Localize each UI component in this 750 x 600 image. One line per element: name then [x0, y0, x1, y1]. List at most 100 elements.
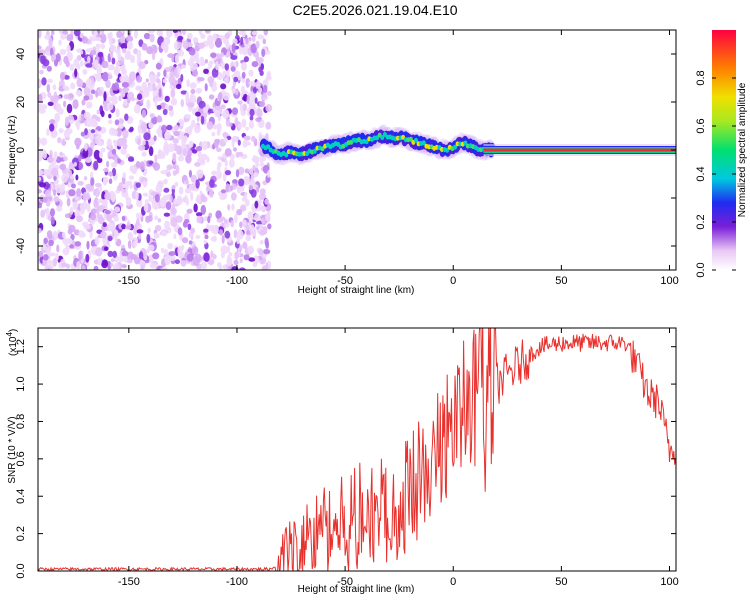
noise-blob	[187, 223, 192, 231]
noise-blob	[48, 252, 56, 257]
noise-blob	[55, 102, 61, 113]
noise-blob	[170, 88, 176, 99]
noise-blob	[251, 30, 258, 36]
noise-blob	[261, 265, 268, 270]
noise-blob	[213, 138, 219, 149]
noise-blob	[114, 119, 120, 126]
noise-blob	[261, 48, 266, 58]
noise-blob	[248, 120, 255, 129]
noise-blob	[150, 191, 158, 196]
noise-blob	[106, 160, 110, 168]
noise-blob	[149, 33, 155, 43]
spectrogram-y-tick-label: 0	[15, 147, 27, 153]
noise-blob	[139, 161, 145, 171]
noise-blob	[264, 198, 270, 205]
noise-blob	[38, 250, 44, 258]
noise-blob	[242, 219, 247, 226]
noise-blob	[142, 180, 148, 187]
noise-blob	[106, 102, 114, 111]
noise-blob	[153, 232, 160, 239]
noise-blob	[190, 227, 196, 234]
noise-blob	[210, 52, 217, 58]
noise-blob	[116, 137, 124, 147]
noise-blob	[96, 207, 100, 216]
noise-blob	[94, 135, 102, 145]
noise-blob	[108, 178, 113, 185]
noise-blob	[251, 35, 256, 43]
noise-blob	[200, 204, 206, 215]
noise-blob	[177, 35, 184, 41]
noise-blob	[180, 74, 184, 82]
noise-blob	[56, 206, 63, 212]
noise-blob	[244, 168, 250, 174]
noise-blob	[133, 104, 141, 114]
noise-blob	[139, 90, 143, 95]
noise-blob	[216, 147, 222, 152]
noise-blob	[112, 129, 118, 137]
noise-blob	[151, 50, 156, 61]
noise-blob	[133, 225, 137, 235]
noise-blob	[44, 51, 52, 56]
snr-y-label: SNR (10 * V/V)	[7, 416, 18, 483]
noise-blob	[248, 257, 256, 262]
noise-blob	[215, 210, 222, 220]
noise-blob	[177, 245, 183, 256]
noise-blob	[176, 145, 183, 155]
noise-blob	[187, 59, 194, 67]
noise-blob	[80, 113, 84, 124]
noise-blob	[209, 188, 214, 198]
track-peak-blob	[284, 152, 289, 158]
noise-blob	[192, 69, 199, 77]
noise-blob	[102, 176, 109, 184]
snr-x-tick-label: 50	[555, 576, 567, 588]
noise-blob	[171, 184, 176, 190]
noise-blob	[147, 30, 155, 34]
noise-blob	[265, 104, 273, 113]
noise-blob	[247, 245, 254, 255]
noise-blob	[188, 169, 192, 178]
snr-y-tick-label: 0.8	[15, 414, 27, 429]
noise-blob	[235, 90, 239, 96]
noise-blob	[198, 30, 203, 36]
noise-blob	[83, 176, 88, 181]
noise-blob	[248, 69, 254, 77]
noise-blob	[107, 74, 113, 80]
noise-blob	[120, 148, 127, 155]
noise-blob	[74, 241, 82, 247]
noise-blob	[90, 212, 97, 221]
noise-blob	[253, 255, 260, 265]
noise-blob	[188, 140, 194, 148]
noise-blob	[50, 216, 55, 225]
noise-blob	[136, 229, 144, 234]
noise-blob	[111, 167, 117, 177]
noise-blob	[245, 234, 252, 242]
noise-blob	[62, 231, 66, 239]
noise-blob	[181, 64, 186, 69]
noise-blob	[141, 139, 146, 146]
noise-blob	[46, 83, 51, 93]
noise-blob	[163, 212, 171, 217]
noise-blob	[237, 100, 243, 105]
noise-blob	[64, 213, 72, 219]
noise-blob	[111, 148, 117, 155]
noise-blob	[65, 263, 70, 269]
noise-blob	[243, 254, 250, 261]
noise-blob	[241, 85, 245, 94]
noise-blob	[101, 191, 106, 201]
noise-blob	[46, 169, 51, 175]
noise-blob	[57, 137, 62, 144]
noise-blob	[231, 192, 237, 201]
noise-blob	[173, 130, 180, 137]
noise-blob	[240, 204, 247, 212]
noise-blob	[65, 128, 73, 135]
noise-blob	[121, 244, 126, 249]
noise-blob	[173, 68, 178, 76]
noise-blob	[197, 77, 205, 82]
noise-blob	[229, 158, 235, 168]
noise-blob	[156, 30, 162, 36]
noise-blob	[248, 167, 254, 175]
track-peak-blob	[375, 135, 380, 141]
noise-blob	[227, 254, 231, 264]
noise-blob	[212, 235, 217, 242]
noise-blob	[219, 195, 227, 200]
